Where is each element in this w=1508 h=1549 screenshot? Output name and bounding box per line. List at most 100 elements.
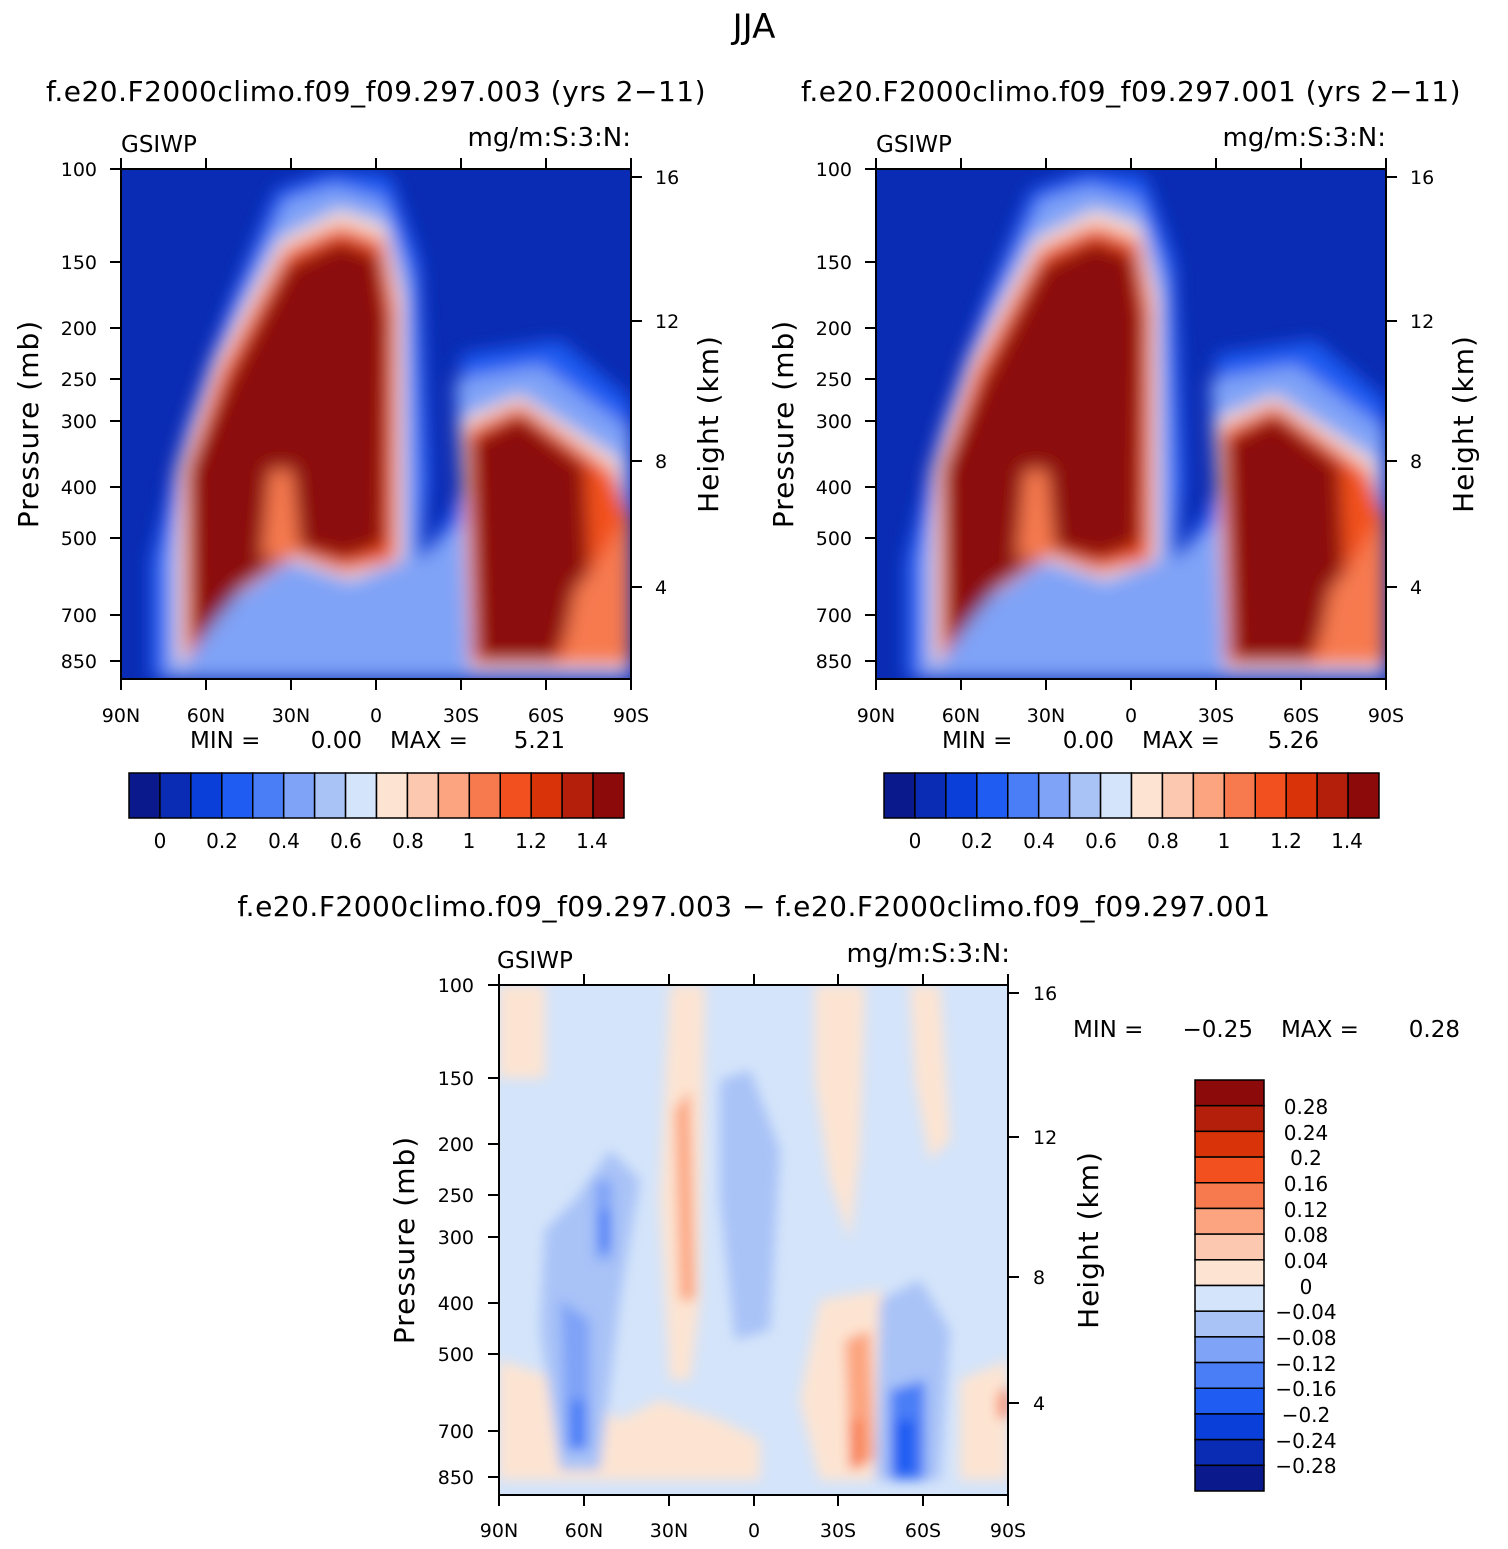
x-tick-label: 90S [1368, 705, 1404, 727]
colorbar-swatch [468, 772, 501, 819]
colorbar-swatch [1194, 1156, 1265, 1184]
max-value: 5.21 [514, 728, 565, 754]
axis-ticks [110, 158, 642, 690]
x-tick-label: 90N [102, 705, 140, 727]
max-value: 0.28 [1409, 1017, 1460, 1043]
colorbar-swatch [1194, 1361, 1265, 1389]
colorbar-swatch [1194, 1310, 1265, 1338]
colorbar-swatch [1194, 1413, 1265, 1441]
colorbar-label: 0.6 [330, 829, 362, 853]
y-tick-label: 100 [816, 159, 852, 181]
positive-patch [850, 1420, 862, 1468]
colorbar [128, 772, 625, 819]
colorbar-swatch [190, 772, 223, 819]
y-right-tick-label: 4 [1410, 577, 1422, 599]
x-tick-label: 30S [443, 705, 479, 727]
plot-area [499, 985, 1008, 1495]
colorbar-swatch [1194, 1387, 1265, 1415]
contour-field [905, 170, 1386, 679]
x-tick-label: 0 [370, 705, 382, 727]
y-tick-label: 300 [438, 1227, 474, 1249]
colorbar-label: 0.12 [1284, 1198, 1329, 1222]
colorbar-labels: 0 0.2 0.4 0.6 0.8 1 1.2 1.4 [154, 829, 608, 853]
x-tick-label: 0 [1125, 705, 1137, 727]
x-tick-label: 90N [480, 1520, 518, 1542]
x-tick-label: 30S [820, 1520, 856, 1542]
panel-title: f.e20.F2000climo.f09_f09.297.001 (yrs 2−… [801, 75, 1461, 108]
y-right-axis-label: Height (km) [692, 335, 725, 513]
colorbar-label: 0.16 [1284, 1172, 1329, 1196]
y-right-tick-label: 16 [1410, 167, 1434, 189]
colorbar-label: 0 [909, 829, 922, 853]
y-right-tick-label: 12 [655, 311, 679, 333]
colorbar-swatch [1037, 772, 1071, 819]
y-right-tick-label: 12 [1410, 311, 1434, 333]
colorbar-swatch [1192, 772, 1226, 819]
y-axis-label: Pressure (mb) [12, 320, 45, 528]
colorbar-swatch [1347, 772, 1380, 819]
y-tick-label: 100 [438, 975, 474, 997]
y-tick-label: 250 [816, 369, 852, 391]
colorbar-swatch [530, 772, 563, 819]
colorbar-swatch [282, 772, 316, 819]
colorbar-swatch [1194, 1233, 1265, 1261]
colorbar-swatch [1223, 772, 1256, 819]
colorbar-swatch [1068, 772, 1102, 819]
y-tick-label: 150 [816, 252, 852, 274]
colorbar-label: 0.04 [1284, 1249, 1329, 1273]
units-label: mg/m:S:3:N: [468, 123, 631, 153]
x-tick-label: 90S [990, 1520, 1026, 1542]
colorbar-label: 1.4 [576, 829, 608, 853]
y-axis-label: Pressure (mb) [388, 1136, 421, 1344]
y-tick-label: 250 [438, 1185, 474, 1207]
x-tick-label: 30N [272, 705, 310, 727]
colorbar-swatch [1194, 1130, 1265, 1158]
positive-patch [815, 985, 865, 1240]
colorbar-label: 0.28 [1284, 1095, 1329, 1119]
y-right-axis-label: Height (km) [1447, 335, 1480, 513]
min-value: 0.00 [311, 728, 362, 754]
y-tick-label: 400 [438, 1293, 474, 1315]
colorbar-label: −0.24 [1275, 1429, 1336, 1453]
y-tick-label: 250 [61, 369, 97, 391]
units-label: mg/m:S:3:N: [1223, 123, 1386, 153]
colorbar-swatch [221, 772, 254, 819]
colorbar-swatch [499, 772, 532, 819]
panel-title: f.e20.F2000climo.f09_f09.297.003 (yrs 2−… [46, 75, 706, 108]
colorbar-swatch [945, 772, 978, 819]
positive-patch [960, 1360, 1008, 1480]
positive-patch [499, 985, 545, 1078]
colorbar-swatch [1316, 772, 1349, 819]
y-right-tick-label: 16 [655, 167, 679, 189]
y-right-tick-label: 4 [655, 577, 667, 599]
colorbar-label: −0.12 [1275, 1352, 1336, 1376]
colorbar-swatch [976, 772, 1009, 819]
y-tick-label: 850 [438, 1467, 474, 1489]
colorbar-label: 1.4 [1331, 829, 1363, 853]
y-right-tick-label: 16 [1033, 983, 1057, 1005]
colorbar-swatch [561, 772, 594, 819]
colorbar-label: 1.2 [515, 829, 547, 853]
colorbar-swatch [1194, 1284, 1265, 1312]
colorbar-label: 0.2 [1290, 1146, 1322, 1170]
panel-1: f.e20.F2000climo.f09_f09.297.003 (yrs 2−… [12, 75, 725, 853]
colorbar-swatch [128, 772, 161, 819]
min-label: MIN = [942, 728, 1012, 754]
min-label: MIN = [1073, 1017, 1143, 1043]
variable-label: GSIWP [121, 132, 197, 158]
colorbar-label: 0.4 [268, 829, 300, 853]
y-axis-label: Pressure (mb) [767, 320, 800, 528]
colorbar-label: 0.4 [1023, 829, 1055, 853]
page-title: JJA [731, 7, 776, 47]
y-tick-label: 300 [61, 411, 97, 433]
x-tick-label: 60N [565, 1520, 603, 1542]
colorbar-swatch [1194, 1079, 1265, 1107]
colorbar-label: −0.2 [1282, 1403, 1331, 1427]
max-label: MAX = [1142, 728, 1220, 754]
contour-field [499, 985, 1008, 1480]
y-tick-label: 400 [816, 477, 852, 499]
colorbar-labels: 0.28 0.24 0.2 0.16 0.12 0.08 0.04 0 −0.0… [1275, 1095, 1336, 1478]
colorbar-swatch [592, 772, 625, 819]
y-tick-label: 150 [61, 252, 97, 274]
x-tick-label: 90S [613, 705, 649, 727]
